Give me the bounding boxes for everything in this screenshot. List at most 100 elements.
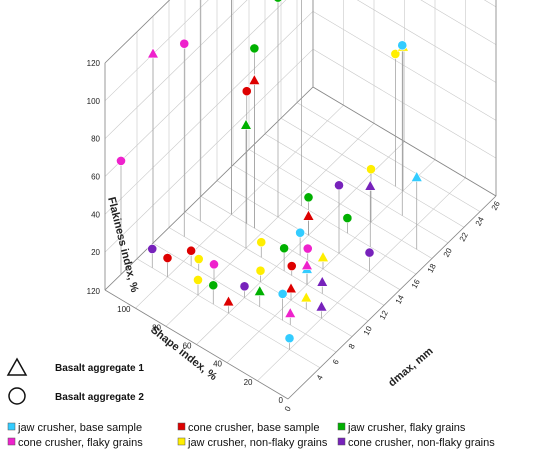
data-point-circle [302, 243, 313, 254]
data-point-triangle [253, 284, 266, 296]
x-tick-label: 12 [378, 309, 390, 322]
grid-line [104, 48, 314, 253]
chart-stems [120, 0, 418, 350]
legend-swatch [7, 437, 16, 446]
data-point-circle [147, 244, 158, 254]
axis-edge [104, 86, 314, 291]
z-tick-label: 120 [87, 59, 101, 68]
data-point-circle [342, 213, 353, 223]
marker-legend: Basalt aggregate 1 Basalt aggregate 2 [6, 357, 144, 405]
data-point-triangle [300, 291, 313, 303]
grid-line [165, 123, 375, 327]
data-point-triangle [316, 275, 329, 287]
grid-line [104, 0, 287, 177]
data-point-circle [334, 180, 344, 191]
grid-line [104, 0, 170, 64]
data-point-circle [279, 243, 290, 254]
data-point-triangle [222, 295, 235, 307]
axis-edge [312, 86, 497, 197]
z-tick-label: 80 [91, 135, 100, 144]
z-axis-label: Flakiness index, % [105, 196, 140, 294]
grid-line [104, 11, 314, 215]
legend-label: jaw crusher, base sample [17, 422, 142, 434]
marker-legend-circle-label: Basalt aggregate 2 [55, 392, 144, 403]
x-tick-label: 18 [426, 262, 438, 275]
chart-points [116, 0, 423, 344]
data-point-triangle [284, 282, 298, 294]
y-tick-label: 0 [279, 396, 284, 405]
y-tick-label: 20 [244, 378, 253, 387]
x-tick-label: 16 [410, 277, 422, 290]
z-tick-label: 20 [91, 248, 100, 257]
x-axis-label: dmax, mm [386, 345, 436, 389]
legend-swatch [337, 437, 346, 446]
data-point-circle [186, 245, 197, 256]
grid-line [135, 104, 344, 309]
grid-line [104, 0, 209, 102]
y-tick-label: 100 [117, 305, 131, 314]
axis-edge [287, 195, 497, 400]
data-point-triangle [300, 259, 314, 270]
data-point-triangle [146, 47, 160, 59]
legend-label: cone crusher, non-flaky grains [348, 437, 495, 449]
x-tick-label: 4 [315, 373, 325, 382]
data-point-triangle [364, 179, 377, 191]
legend-label: jaw crusher, flaky grains [347, 422, 466, 434]
z-tick-label: 100 [87, 97, 101, 106]
data-point-circle [256, 237, 267, 248]
x-tick-label: 20 [442, 246, 454, 259]
data-point-circle [364, 247, 375, 258]
legend-label: jaw crusher, non-flaky grains [187, 437, 328, 449]
y-tick-label: 120 [87, 287, 101, 296]
legend-label: cone crusher, base sample [188, 422, 319, 434]
data-point-circle [303, 192, 314, 203]
series-legend: jaw crusher, base sample cone crusher, ba… [7, 422, 495, 449]
legend-swatch [177, 422, 186, 431]
data-point-circle [273, 0, 283, 3]
data-point-triangle [248, 73, 261, 85]
data-point-circle [193, 254, 204, 264]
x-tick-label: 24 [474, 215, 486, 228]
data-point-circle [249, 43, 260, 54]
legend-swatch [177, 437, 186, 446]
grid-line [257, 177, 466, 382]
y-tick-label: 40 [213, 360, 222, 369]
y-tick-label: 80 [152, 323, 161, 332]
x-tick-label: 0 [283, 404, 293, 413]
chart-ticks: 0 468 10 12 14 16 18 20 22 24 26 0 20 40 60 80 100 120 20 4… [87, 59, 502, 413]
x-tick-label: 10 [362, 324, 374, 337]
data-point-circle [116, 155, 126, 166]
x-tick-label: 22 [458, 231, 470, 244]
circle-marker-icon [8, 387, 26, 405]
data-point-circle [193, 275, 203, 285]
x-tick-label: 14 [394, 293, 406, 306]
marker-legend-triangle-label: Basalt aggregate 1 [55, 363, 144, 374]
legend-swatch [337, 422, 346, 431]
legend-swatch [7, 422, 16, 431]
data-point-triangle [315, 300, 328, 312]
data-point-circle [209, 259, 219, 270]
data-point-circle [162, 253, 173, 263]
legend-label: cone crusher, flaky grains [18, 437, 143, 449]
data-point-triangle [302, 209, 315, 221]
chart-grid [104, 0, 497, 400]
data-point-circle [390, 49, 401, 59]
data-point-circle [295, 227, 306, 238]
y-tick-label: 60 [183, 342, 192, 351]
z-tick-label: 40 [91, 210, 100, 219]
data-point-circle [397, 40, 408, 51]
data-point-circle [239, 281, 250, 292]
axis-edge [104, 0, 171, 64]
x-tick-label: 8 [347, 342, 357, 351]
data-point-triangle [316, 251, 330, 262]
data-point-triangle [410, 170, 423, 182]
data-point-circle [366, 164, 376, 175]
data-point-circle [255, 265, 266, 276]
data-point-circle [179, 38, 190, 49]
triangle-marker-icon [6, 357, 28, 376]
data-point-triangle [284, 306, 297, 318]
x-tick-label: 26 [490, 199, 502, 212]
grid-line [226, 159, 436, 363]
data-point-circle [277, 288, 288, 299]
